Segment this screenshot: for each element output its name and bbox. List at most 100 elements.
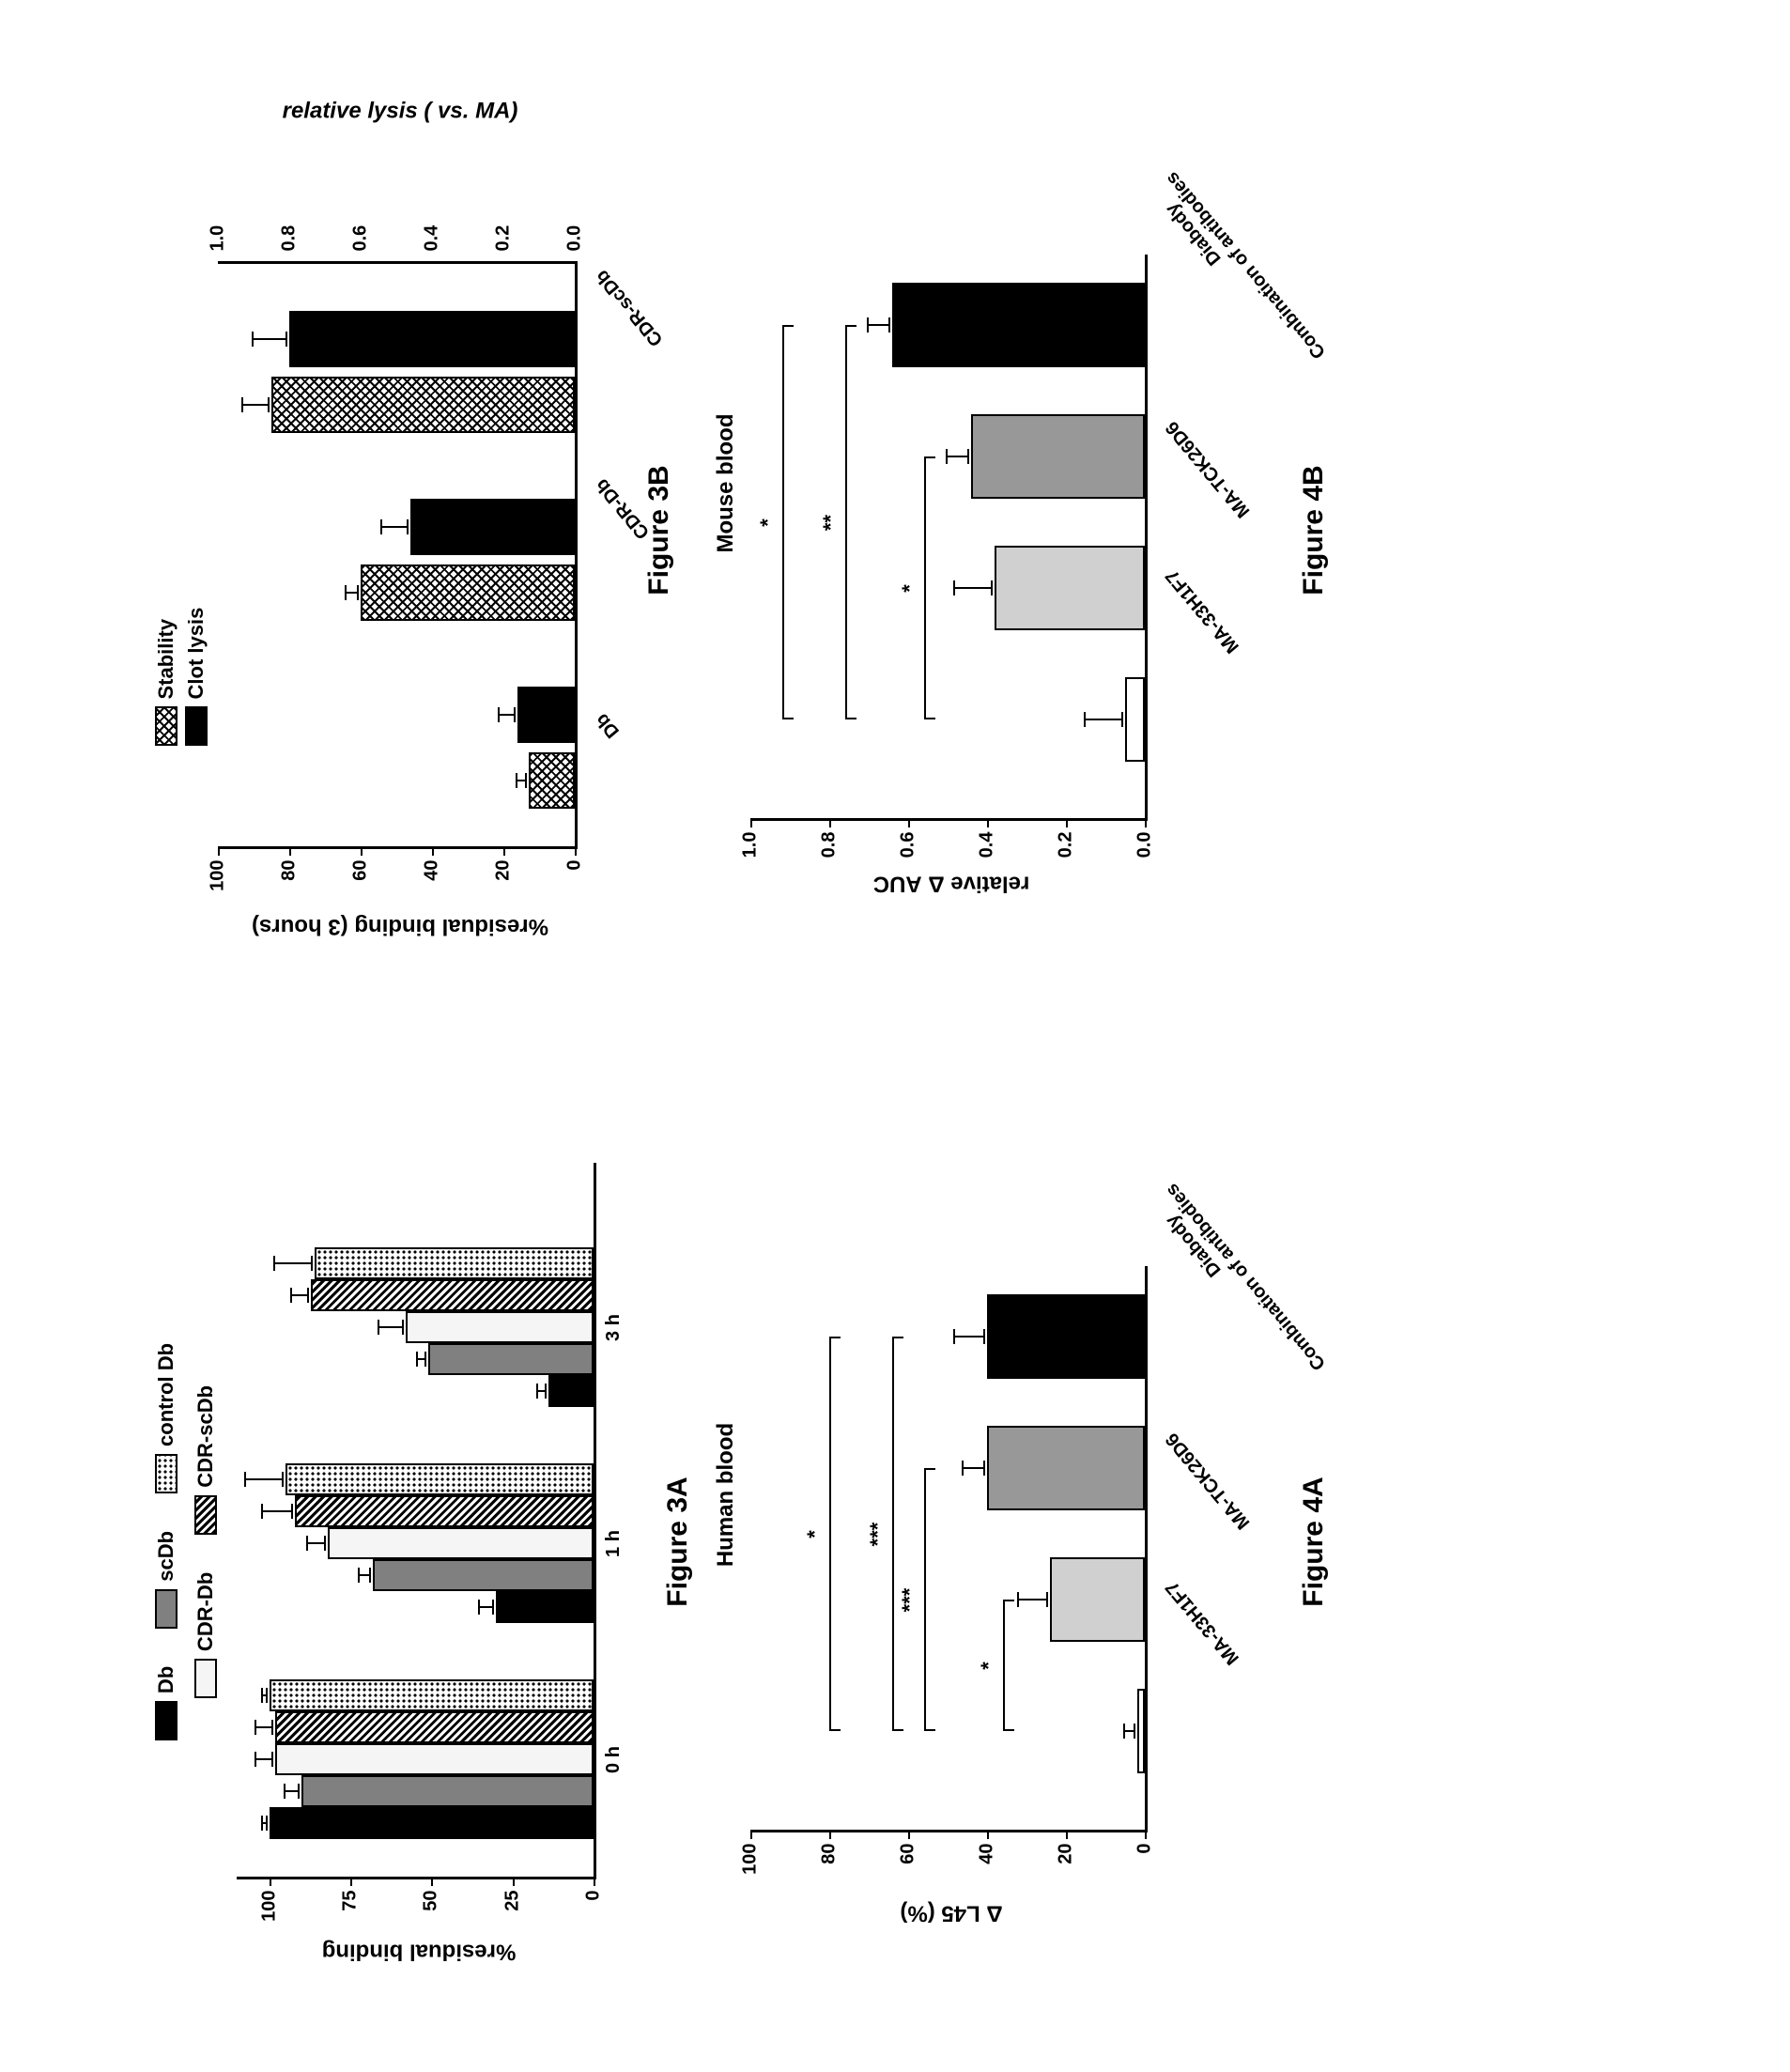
bar [311, 1280, 594, 1312]
y-tick-label: 0.4 [422, 252, 443, 265]
fig3b-chart: 0204060801000.00.20.40.60.81.0DbCDR-DbCD… [218, 262, 578, 850]
significance-label: *** [866, 1523, 890, 1547]
legend-label: Db [154, 1666, 178, 1693]
legend-item: CDR-Db [193, 1572, 218, 1698]
error-bar [345, 593, 359, 595]
significance-label: * [898, 584, 922, 593]
error-bar [416, 1359, 425, 1361]
x-tick-label: MA-TCK26D6 [1162, 417, 1255, 522]
error-bar [1017, 1600, 1049, 1601]
fig3-legend: Db scDb control Db CDR-Db CDR-scDb [154, 1120, 227, 1965]
y-tick-label: 50 [421, 1878, 442, 1911]
y-tick-label: 75 [339, 1878, 361, 1911]
y-tick-label: 80 [819, 1831, 841, 1864]
legend-label: Clot lysis [184, 608, 208, 700]
legend-item: CDR-scDb [193, 1385, 218, 1535]
error-bar [516, 781, 526, 782]
y-tick-label: 40 [977, 1831, 998, 1864]
error-bar [261, 1823, 268, 1825]
error-bar [284, 1791, 300, 1793]
bar [361, 565, 575, 622]
bar [295, 1496, 594, 1528]
bar [428, 1344, 594, 1376]
y-tick-label: 0 [583, 1878, 605, 1901]
error-bar [962, 1468, 985, 1470]
bar [270, 1808, 594, 1840]
y-tick-label: 0.2 [493, 252, 515, 265]
legend-label: control Db [154, 1343, 178, 1446]
y-tick-label: 100 [258, 1878, 280, 1922]
y-tick-label: 20 [1056, 1831, 1077, 1864]
error-bar [261, 1695, 268, 1697]
bar [548, 1376, 594, 1408]
y-tick-label: 0.2 [1056, 819, 1077, 858]
bar [1125, 678, 1145, 763]
bar [275, 1744, 594, 1776]
error-bar [378, 1327, 404, 1329]
y-tick-label: 25 [502, 1878, 523, 1911]
error-bar [536, 1391, 546, 1393]
bar [271, 378, 575, 434]
x-tick-label: MA-33H1F7 [1162, 565, 1244, 657]
x-tick-label: Db [592, 709, 625, 742]
panel-fig3b: StabilityClot lysis %residual binding (3… [154, 108, 694, 953]
panel-fig4b: Mouse blood relative Δ AUC 0.00.20.40.60… [750, 146, 1330, 916]
y-tick [361, 847, 363, 857]
bar [289, 312, 575, 368]
fig4b-ylabel: relative Δ AUC [873, 871, 1030, 897]
significance-label: *** [898, 1588, 922, 1613]
significance-bracket [924, 457, 928, 720]
fig4a-ylabel: Δ L45 (%) [900, 1900, 1002, 1926]
legend-label: CDR-scDb [193, 1385, 218, 1488]
legend-label: scDb [154, 1531, 178, 1582]
legend-swatch [155, 1701, 177, 1740]
fig4a-label: Figure 4A [1298, 1157, 1330, 1927]
legend-swatch [155, 1454, 177, 1493]
y-tick [218, 847, 220, 857]
bar [1137, 1690, 1145, 1774]
y-tick-label: 0.6 [350, 252, 372, 265]
y-tick-label: 0.6 [898, 819, 919, 858]
legend-label: CDR-Db [193, 1572, 218, 1651]
bar [301, 1776, 594, 1808]
error-bar [1084, 719, 1123, 721]
fig3a-chart: 02550751000 h1 h3 h [237, 1164, 596, 1880]
y-tick-label: 0.4 [977, 819, 998, 858]
significance-label: * [803, 1530, 827, 1539]
y-tick-label: 0.0 [564, 252, 586, 265]
error-bar [255, 1727, 274, 1729]
significance-label: * [756, 518, 780, 527]
bar [892, 284, 1145, 368]
error-bar [953, 1337, 985, 1338]
fig4a-chart: 020406080100MA-33H1F7MA-TCK26D6Combinati… [750, 1267, 1148, 1833]
bar [328, 1528, 594, 1560]
bar [529, 753, 575, 810]
x-tick-label: 3 h [603, 1314, 625, 1341]
error-bar [273, 1263, 312, 1265]
legend-swatch [194, 1495, 217, 1535]
error-bar [290, 1295, 310, 1297]
legend-swatch [155, 1589, 177, 1629]
error-bar [358, 1575, 371, 1577]
legend-item: Db [154, 1666, 178, 1740]
y-tick-label: 100 [740, 1831, 762, 1875]
error-bar [478, 1607, 494, 1609]
significance-bracket [1003, 1600, 1007, 1732]
y-tick-label: 0.8 [279, 252, 301, 265]
row-fig3: Db scDb control Db CDR-Db CDR-scDb %residual… [154, 24, 694, 2048]
error-bar [867, 325, 890, 327]
y-tick-label: 0.0 [1134, 819, 1156, 858]
error-bar [252, 339, 287, 341]
bar [496, 1592, 594, 1624]
fig4b-title: Mouse blood [713, 146, 739, 822]
significance-bracket [829, 1338, 833, 1732]
significance-bracket [782, 326, 786, 720]
error-bar [241, 405, 270, 407]
x-tick-label: MA-33H1F7 [1162, 1577, 1244, 1669]
bar [285, 1464, 594, 1496]
bar [1050, 1558, 1145, 1643]
fig3a-ylabel: %residual binding [322, 1939, 517, 1965]
legend-swatch [185, 707, 208, 747]
x-tick-label: 0 h [603, 1746, 625, 1773]
significance-label: ** [819, 515, 843, 531]
